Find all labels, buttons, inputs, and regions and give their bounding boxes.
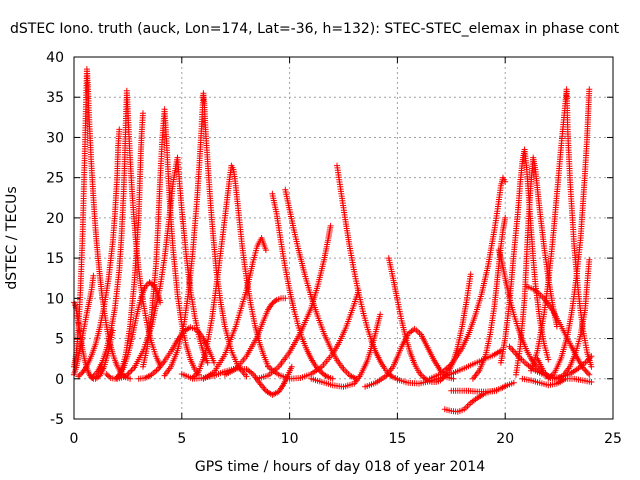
- marker-path: [265, 287, 362, 382]
- marker-path: [269, 190, 336, 382]
- marker-path: [506, 343, 595, 381]
- marker-path: [221, 295, 289, 378]
- marker-path: [448, 379, 517, 395]
- x-tick-label: 10: [281, 431, 299, 447]
- y-tick-label: 10: [46, 291, 64, 307]
- series-pass-32: [528, 86, 595, 374]
- marker-path: [161, 90, 250, 380]
- y-tick-label: 40: [46, 50, 64, 66]
- data-points: [71, 66, 595, 415]
- x-tick-label: 0: [70, 431, 79, 447]
- series-pass-21: [308, 311, 384, 390]
- series-pass-15: [221, 295, 289, 378]
- marker-path: [308, 311, 384, 390]
- y-tick-label: 0: [55, 372, 64, 388]
- series-pass-19: [265, 287, 362, 382]
- series-pass-27: [426, 174, 509, 382]
- y-tick-label: 35: [46, 90, 64, 106]
- x-tick-label: 15: [388, 431, 406, 447]
- marker-path: [334, 162, 401, 382]
- series-pass-11: [161, 90, 250, 380]
- y-axis-label: dSTEC / TECUs: [4, 186, 20, 289]
- series-pass-20: [334, 162, 401, 382]
- y-tick-label: -5: [50, 412, 64, 428]
- axis-ticks: 0 5 10 15 20 25 -5 0 5 10 15 20 25 30 35 40: [46, 50, 622, 447]
- marker-path: [528, 86, 595, 374]
- y-tick-label: 30: [46, 130, 64, 146]
- series-pass-37: [519, 375, 595, 389]
- series-pass-35: [523, 283, 593, 378]
- x-tick-label: 20: [496, 431, 514, 447]
- y-tick-label: 5: [55, 332, 64, 348]
- y-tick-label: 15: [46, 251, 64, 267]
- marker-path: [385, 255, 474, 385]
- y-tick-label: 20: [46, 211, 64, 227]
- series-pass-16: [269, 190, 336, 382]
- series-pass-23: [385, 255, 474, 385]
- plot-frame: [73, 56, 614, 420]
- y-tick-label: 25: [46, 171, 64, 187]
- x-axis-label: GPS time / hours of day 018 of year 2014: [195, 459, 485, 475]
- marker-path: [75, 126, 123, 380]
- x-tick-label: 5: [177, 431, 186, 447]
- chart-title: dSTEC Iono. truth (auck, Lon=174, Lat=-3…: [10, 21, 620, 37]
- series-pass-26: [448, 379, 517, 395]
- x-tick-label: 25: [604, 431, 622, 447]
- marker-path: [523, 283, 593, 378]
- series-pass-04: [75, 126, 123, 380]
- marker-path: [426, 174, 509, 382]
- series-pass-36: [506, 343, 595, 381]
- marker-path: [519, 375, 595, 389]
